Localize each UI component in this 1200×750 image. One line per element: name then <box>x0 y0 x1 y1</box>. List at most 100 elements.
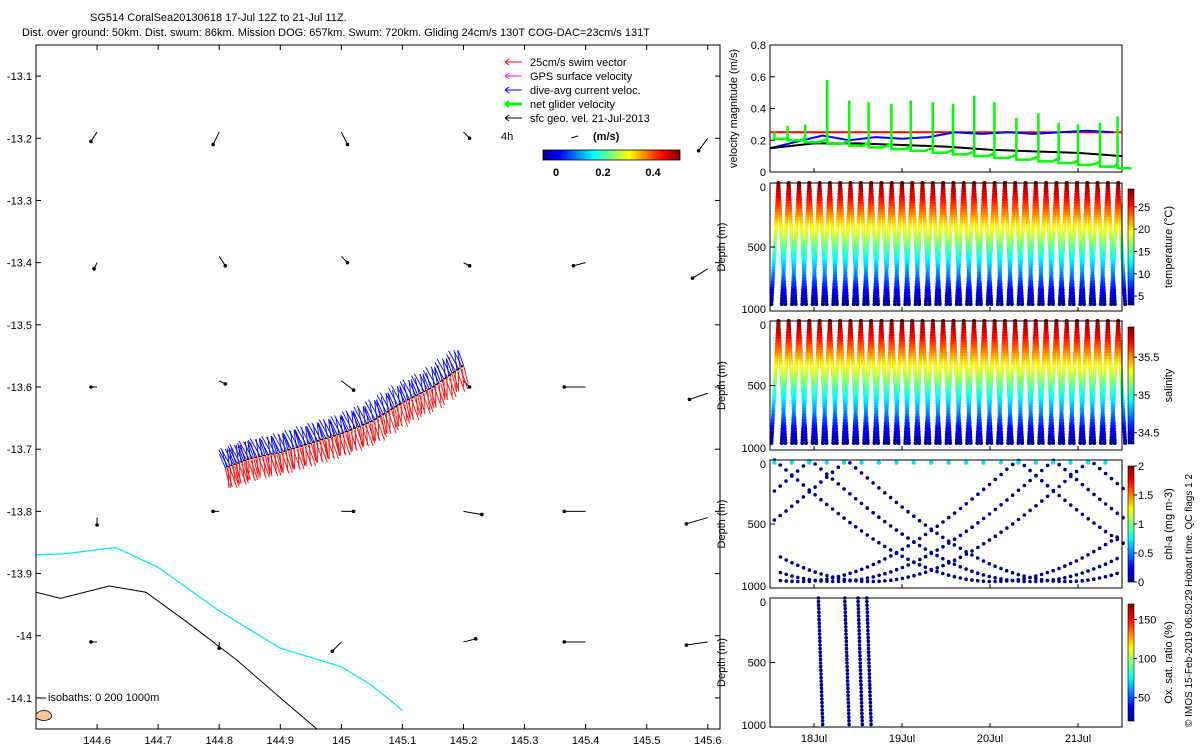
legend-label: net glider velocity <box>530 99 615 111</box>
dive-avg-current-vector <box>306 428 314 443</box>
profile-point <box>851 441 856 445</box>
swim-vector <box>385 412 388 434</box>
net-glider-vector <box>281 450 286 454</box>
legend-swatch-head <box>504 86 510 94</box>
profile-point <box>799 226 804 231</box>
swim-vector <box>451 373 457 393</box>
profile-point <box>1047 302 1052 307</box>
profile-point <box>881 209 885 214</box>
dive-avg-current-vector <box>311 422 322 441</box>
dive-avg-current-vector <box>282 433 286 451</box>
net-glider-vector <box>417 393 423 396</box>
profile-point <box>923 441 928 445</box>
profile-point <box>851 240 856 245</box>
profile-point <box>781 265 786 270</box>
current-vector-head <box>345 260 350 265</box>
swim-vector <box>318 440 328 463</box>
swim-vector <box>236 463 239 485</box>
current-vector-head <box>89 139 93 144</box>
swim-vector <box>335 435 340 454</box>
dive-avg-current-vector <box>374 400 382 416</box>
map-xtick-label: 145 <box>332 735 350 747</box>
profile-point <box>857 209 862 214</box>
profile-point <box>819 212 824 216</box>
dive-avg-current-vector <box>218 453 226 469</box>
current-vector-head <box>687 397 692 402</box>
profile-point <box>788 206 793 211</box>
net-glider-vector <box>347 429 352 433</box>
profile-point <box>839 203 844 208</box>
dive-avg-current-vector <box>294 430 300 447</box>
title-line1: SG514 CoralSea20130618 17-Jul 12Z to 21-… <box>90 12 347 24</box>
profile-point <box>801 273 806 278</box>
profile-point <box>794 223 799 228</box>
legend-label: 25cm/s swim vector <box>530 57 627 69</box>
profile-point <box>801 279 806 284</box>
profile-point <box>917 441 922 445</box>
profile-point <box>852 282 857 287</box>
net-glider-vector <box>238 461 243 465</box>
depth-scatter-points <box>769 319 1128 445</box>
profile-point <box>800 234 805 239</box>
dive-avg-current-vector <box>295 426 307 445</box>
swim-vector <box>371 421 376 441</box>
current-vector-head <box>223 382 228 386</box>
profile-point <box>923 302 928 307</box>
profile-point <box>772 251 777 256</box>
dive-avg-current-vector <box>317 422 327 439</box>
dive-avg-current-vector <box>407 379 417 396</box>
swim-vector <box>331 436 334 458</box>
net-glider-vector <box>372 419 377 423</box>
current-vector-head <box>467 263 472 268</box>
dive-avg-current-vector <box>299 426 310 444</box>
profile-point <box>908 206 913 211</box>
profile-point <box>985 302 990 307</box>
profile-point <box>811 288 816 292</box>
profile-point <box>803 251 808 256</box>
profile-point <box>888 209 892 214</box>
profile-point <box>800 240 805 245</box>
profile-point <box>884 276 889 281</box>
current-vector-head <box>467 136 472 141</box>
dive-avg-current-vector <box>353 406 364 425</box>
profile-point <box>798 206 803 211</box>
dive-avg-current-vector <box>295 431 302 447</box>
current-vector-head <box>684 522 689 526</box>
dive-avg-current-vector <box>346 413 351 431</box>
profile-point <box>824 441 829 445</box>
profile-point <box>774 223 778 228</box>
profile-point <box>829 203 834 208</box>
dive-avg-current-vector <box>277 433 287 451</box>
profile-point <box>884 268 889 273</box>
profile-point <box>1037 302 1042 307</box>
map-ytick-label: -13.7 <box>7 444 32 456</box>
net-glider-vector <box>421 391 427 394</box>
profile-point <box>855 302 860 307</box>
dive-avg-current-vector <box>385 392 394 409</box>
map-xtick-label: 145.2 <box>450 735 478 747</box>
profile-point <box>855 299 860 304</box>
profile-point <box>821 293 826 298</box>
profile-point <box>875 245 880 250</box>
dive-avg-current-vector <box>224 448 234 466</box>
profile-point <box>850 212 855 216</box>
profile-point <box>882 302 887 307</box>
profile-point <box>844 251 849 256</box>
dive-avg-current-vector <box>237 442 247 461</box>
profile-point <box>856 214 861 219</box>
profile-point <box>898 209 903 214</box>
swim-vector <box>241 461 245 482</box>
profile-point <box>794 220 799 225</box>
profile-point <box>876 237 881 242</box>
net-glider-vector <box>330 435 336 439</box>
profile-point <box>793 302 798 307</box>
net-glider-vector <box>446 375 452 379</box>
current-vector <box>331 641 342 652</box>
profile-point <box>831 240 836 245</box>
net-glider-vector <box>359 424 365 428</box>
profile-point <box>861 231 866 236</box>
profile-point <box>789 234 794 239</box>
cb-tick-2: 0.4 <box>645 167 661 179</box>
profile-point <box>779 302 784 307</box>
current-vector <box>90 131 98 142</box>
